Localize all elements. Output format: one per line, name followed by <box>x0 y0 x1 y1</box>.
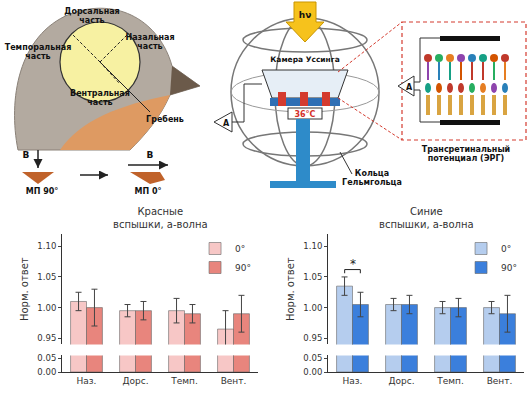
svg-text:Вент.: Вент. <box>221 376 247 386</box>
svg-text:Норм. ответ: Норм. ответ <box>285 257 296 321</box>
svg-text:36°C: 36°C <box>294 110 315 119</box>
svg-text:Дорс.: Дорс. <box>388 376 414 386</box>
svg-text:Трансретинальныйпотенциал (ЭРГ: Трансретинальныйпотенциал (ЭРГ) <box>422 145 510 163</box>
svg-text:hν: hν <box>299 10 312 20</box>
svg-text:0.00: 0.00 <box>303 367 322 377</box>
svg-text:Красныевспышки, а-волна: Красныевспышки, а-волна <box>113 206 208 230</box>
svg-text:90°: 90° <box>235 263 251 273</box>
svg-text:Вентральнаячасть: Вентральнаячасть <box>70 89 130 107</box>
svg-text:1.05: 1.05 <box>37 272 56 282</box>
svg-text:МП 0°: МП 0° <box>134 187 161 196</box>
svg-text:Темп.: Темп. <box>436 376 464 386</box>
html-text:Кольца: Кольца <box>354 169 390 178</box>
svg-text:МП 90°: МП 90° <box>26 187 59 196</box>
svg-text:0.05: 0.05 <box>37 353 56 363</box>
svg-text:B: B <box>23 150 30 160</box>
svg-text:B: B <box>147 150 154 160</box>
svg-text:Наз.: Наз. <box>77 376 97 386</box>
svg-text:90°: 90° <box>501 263 517 273</box>
svg-text:Темпоральнаячасть: Темпоральнаячасть <box>5 43 72 61</box>
svg-text:Дорсальнаячасть: Дорсальнаячасть <box>64 7 119 25</box>
svg-text:0°: 0° <box>235 244 245 254</box>
svg-text:Норм. ответ: Норм. ответ <box>19 257 30 321</box>
svg-text:Камера Уссинга: Камера Уссинга <box>270 55 340 64</box>
svg-text:Наз.: Наз. <box>343 376 363 386</box>
svg-text:0°: 0° <box>501 244 511 254</box>
svg-text:Вент.: Вент. <box>487 376 513 386</box>
svg-text:A: A <box>406 83 413 92</box>
svg-text:Дорс.: Дорс. <box>122 376 148 386</box>
svg-text:1.05: 1.05 <box>303 272 322 282</box>
svg-text:0.95: 0.95 <box>303 333 322 343</box>
svg-text:Синиевспышки, а-волна: Синиевспышки, а-волна <box>379 206 474 230</box>
svg-text:Гребень: Гребень <box>146 114 184 124</box>
svg-text:1.10: 1.10 <box>37 241 56 251</box>
html-text:Гельмгольца: Гельмгольца <box>342 178 402 188</box>
svg-text:0.95: 0.95 <box>37 333 56 343</box>
svg-text:1.10: 1.10 <box>303 241 322 251</box>
svg-text:Назальнаячасть: Назальнаячасть <box>125 33 174 51</box>
svg-text:Темп.: Темп. <box>170 376 198 386</box>
svg-text:*: * <box>350 257 356 271</box>
svg-text:0.00: 0.00 <box>37 367 56 377</box>
svg-text:1.00: 1.00 <box>303 303 322 313</box>
svg-text:A: A <box>223 119 230 128</box>
svg-text:0.05: 0.05 <box>303 353 322 363</box>
svg-text:1.00: 1.00 <box>37 303 56 313</box>
